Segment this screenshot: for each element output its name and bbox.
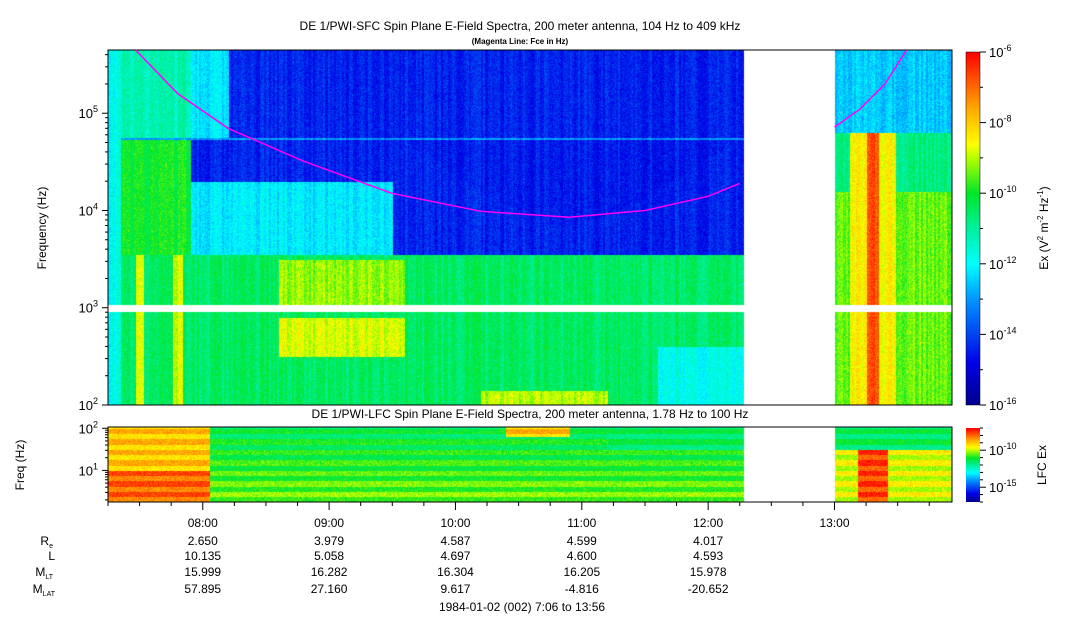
ephemeris-value: 15.978 [690,565,727,579]
date-label: 1984-01-02 (002) 7:06 to 13:56 [439,600,605,614]
ephemeris-value: 16.205 [563,565,600,579]
ephemeris-value: 4.017 [693,534,723,548]
lfc-y-tick-label: 101 [79,461,98,478]
colorbar-tick-label: 10-14 [989,325,1016,342]
lfc-title: DE 1/PWI-LFC Spin Plane E-Field Spectra,… [312,407,749,421]
ephemeris-row-label: MLAT [33,582,56,598]
ephemeris-value: 16.282 [311,565,348,579]
colorbar-label: Ex (V2 m-2 Hz-1) [1036,186,1051,269]
x-tick-label: 12:00 [693,516,723,530]
ephemeris-value: 4.697 [440,549,470,563]
y-axis-label: Frequency (Hz) [35,187,49,270]
x-tick-label: 09:00 [314,516,344,530]
ephemeris-row-label: Re [40,534,53,550]
ephemeris-value: -20.652 [688,582,729,596]
lfc-spectrogram [108,427,952,502]
sfc-spectrogram [108,50,952,405]
ephemeris-value: 9.617 [440,582,470,596]
sfc-colorbar [966,52,980,405]
lfc-colorbar-tick-label: 10-15 [989,478,1016,495]
chart-subtitle: (Magenta Line: Fce in Hz) [472,37,569,46]
ephemeris-value: -4.816 [565,582,599,596]
colorbar-tick-label: 10-6 [989,43,1011,60]
ephemeris-value: 4.587 [440,534,470,548]
ephemeris-value: 5.058 [314,549,344,563]
ephemeris-value: 10.135 [184,549,221,563]
ephemeris-value: 4.600 [567,549,597,563]
x-tick-label: 13:00 [819,516,849,530]
lfc-plot-frame [107,426,953,503]
ephemeris-value: 4.593 [693,549,723,563]
y-tick-label: 105 [79,104,98,121]
ephemeris-row-label: L [48,549,55,563]
colorbar-tick-label: 10-8 [989,114,1011,131]
sfc-colorbar-frame [965,51,981,406]
x-tick-label: 11:00 [567,516,596,530]
lfc-colorbar-tick-label: 10-10 [989,441,1016,458]
ephemeris-value: 57.895 [184,582,221,596]
y-tick-label: 104 [79,201,98,218]
fce-line [135,49,740,219]
ephemeris-value: 16.304 [437,565,474,579]
colorbar-tick-label: 10-12 [989,255,1016,272]
x-tick-label: 08:00 [188,516,218,530]
y-tick-label: 102 [79,396,98,413]
ephemeris-value: 3.979 [314,534,344,548]
chart-title: DE 1/PWI-SFC Spin Plane E-Field Spectra,… [300,19,741,33]
sfc-plot-frame [107,49,953,406]
ephemeris-row-label: MLT [35,565,53,581]
lfc-colorbar-label: LFC Ex [1035,445,1049,485]
ephemeris-value: 4.599 [567,534,597,548]
y-tick-label: 103 [79,299,98,316]
colorbar-tick-label: 10-10 [989,184,1016,201]
lfc-y-tick-label: 102 [79,419,98,436]
lfc-y-axis-label: Freq (Hz) [13,440,27,491]
colorbar-tick-label: 10-16 [989,396,1016,413]
ephemeris-value: 27.160 [311,582,348,596]
ephemeris-value: 2.650 [188,534,218,548]
x-tick-label: 10:00 [440,516,470,530]
ephemeris-value: 15.999 [184,565,221,579]
lfc-colorbar [966,428,980,502]
fce-line [834,49,908,128]
